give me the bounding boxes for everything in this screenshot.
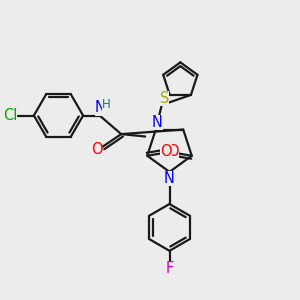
Text: H: H (102, 98, 111, 112)
Text: S: S (160, 91, 169, 106)
Text: N: N (152, 116, 163, 130)
Text: O: O (160, 144, 172, 159)
Text: O: O (167, 144, 178, 159)
Text: N: N (95, 100, 106, 116)
Text: F: F (165, 261, 174, 276)
Text: O: O (91, 142, 102, 157)
Text: N: N (164, 171, 175, 186)
Text: Cl: Cl (3, 108, 17, 123)
